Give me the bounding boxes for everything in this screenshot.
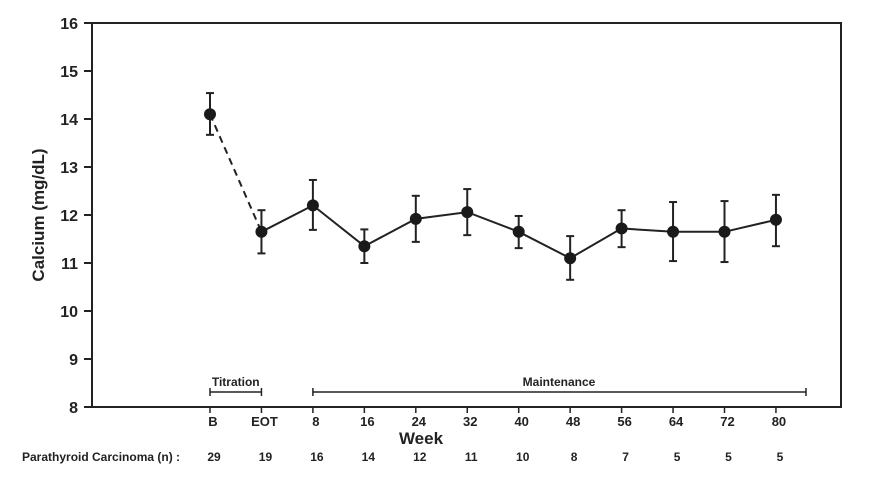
n-row: Parathyroid Carcinoma (n) : 29 19 16 14 12 11… xyxy=(22,450,784,464)
x-tick-label: 56 xyxy=(617,414,631,429)
y-tick-label: 15 xyxy=(60,64,78,81)
data-point xyxy=(667,225,680,238)
y-tick-label: 16 xyxy=(60,16,78,33)
data-point xyxy=(512,225,525,238)
x-tick-label: 8 xyxy=(312,414,319,429)
x-axis: B EOT 8 16 24 32 40 48 56 64 72 80 xyxy=(208,407,786,429)
x-tick-label: 16 xyxy=(360,414,374,429)
maintenance-bracket-label: Maintenance xyxy=(523,375,596,389)
y-tick-label: 9 xyxy=(69,352,78,369)
y-axis-title: Calcium (mg/dL) xyxy=(29,148,48,281)
series-parathyroid-carcinoma xyxy=(204,92,782,281)
n-value: 19 xyxy=(259,450,273,464)
n-value: 29 xyxy=(207,450,221,464)
x-tick-label: 72 xyxy=(720,414,734,429)
y-tick-label: 8 xyxy=(69,400,78,417)
x-tick-label: 48 xyxy=(566,414,580,429)
data-point xyxy=(409,212,422,225)
data-point xyxy=(204,108,216,121)
n-value: 5 xyxy=(674,450,681,464)
data-point xyxy=(358,240,371,253)
x-tick-label: 32 xyxy=(463,414,477,429)
y-axis: 8 9 10 11 12 13 14 15 16 xyxy=(60,16,92,417)
n-value: 12 xyxy=(413,450,427,464)
n-value: 8 xyxy=(571,450,578,464)
x-axis-title: Week xyxy=(399,429,444,448)
n-row-label: Parathyroid Carcinoma (n) : xyxy=(22,450,180,464)
x-tick-label: 24 xyxy=(412,414,427,429)
n-value: 14 xyxy=(362,450,376,464)
n-value: 5 xyxy=(725,450,732,464)
data-point xyxy=(255,225,268,238)
data-point xyxy=(461,206,474,219)
n-value: 7 xyxy=(622,450,629,464)
y-tick-label: 12 xyxy=(60,208,78,225)
n-value: 11 xyxy=(465,450,478,464)
x-tick-label: 40 xyxy=(514,414,528,429)
y-tick-label: 10 xyxy=(60,304,78,321)
data-point xyxy=(306,199,319,212)
y-tick-label: 14 xyxy=(60,112,78,129)
y-tick-label: 11 xyxy=(61,256,78,273)
data-point xyxy=(769,213,782,226)
titration-bracket-label: Titration xyxy=(212,375,260,389)
phase-brackets: Titration Maintenance xyxy=(209,375,807,396)
data-point xyxy=(718,225,731,238)
x-tick-label: EOT xyxy=(251,414,278,429)
x-tick-label: 80 xyxy=(772,414,786,429)
n-value: 16 xyxy=(310,450,324,464)
y-tick-label: 13 xyxy=(60,160,78,177)
x-tick-label: 64 xyxy=(669,414,684,429)
dashed-line-segment xyxy=(209,113,263,233)
data-point xyxy=(564,252,577,265)
x-tick-label: B xyxy=(208,414,217,429)
n-value: 10 xyxy=(516,450,530,464)
data-point xyxy=(615,222,628,235)
n-value: 5 xyxy=(777,450,784,464)
